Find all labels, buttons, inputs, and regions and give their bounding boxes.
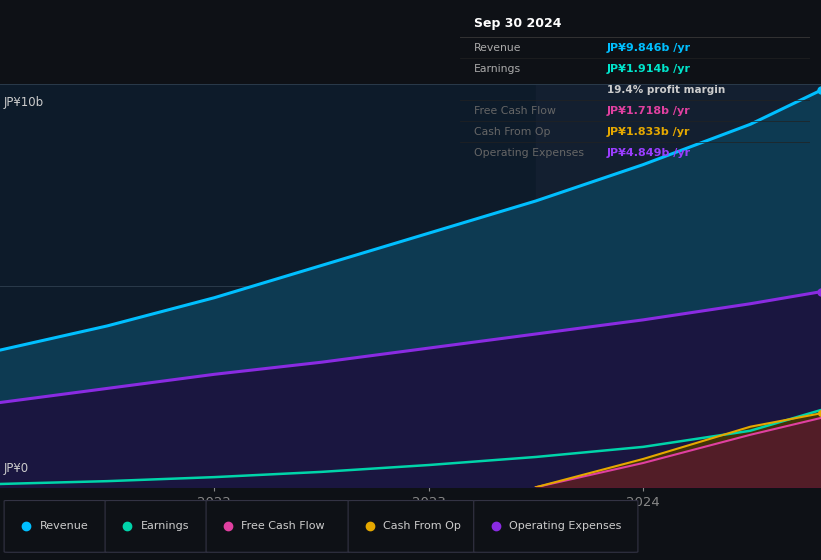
FancyBboxPatch shape [206, 501, 350, 552]
Text: Earnings: Earnings [474, 63, 521, 73]
Text: JP¥1.914b /yr: JP¥1.914b /yr [607, 63, 691, 73]
FancyBboxPatch shape [4, 501, 107, 552]
Text: JP¥1.833b /yr: JP¥1.833b /yr [607, 127, 690, 137]
Text: JP¥1.718b /yr: JP¥1.718b /yr [607, 105, 690, 115]
Text: Revenue: Revenue [474, 43, 521, 53]
FancyBboxPatch shape [474, 501, 638, 552]
Text: Cash From Op: Cash From Op [474, 127, 551, 137]
Text: 19.4% profit margin: 19.4% profit margin [607, 85, 725, 95]
Text: Operating Expenses: Operating Expenses [509, 521, 621, 531]
Bar [536, 84, 821, 487]
Text: Operating Expenses: Operating Expenses [474, 147, 584, 157]
Text: Free Cash Flow: Free Cash Flow [474, 105, 556, 115]
FancyBboxPatch shape [348, 501, 475, 552]
Text: JP¥0: JP¥0 [4, 462, 30, 475]
FancyBboxPatch shape [105, 501, 208, 552]
Text: JP¥10b: JP¥10b [4, 96, 44, 109]
Text: Cash From Op: Cash From Op [383, 521, 461, 531]
Text: Free Cash Flow: Free Cash Flow [241, 521, 325, 531]
Text: Earnings: Earnings [140, 521, 189, 531]
Text: Revenue: Revenue [39, 521, 88, 531]
Text: Sep 30 2024: Sep 30 2024 [474, 17, 562, 30]
Text: JP¥4.849b /yr: JP¥4.849b /yr [607, 147, 691, 157]
Text: JP¥9.846b /yr: JP¥9.846b /yr [607, 43, 691, 53]
